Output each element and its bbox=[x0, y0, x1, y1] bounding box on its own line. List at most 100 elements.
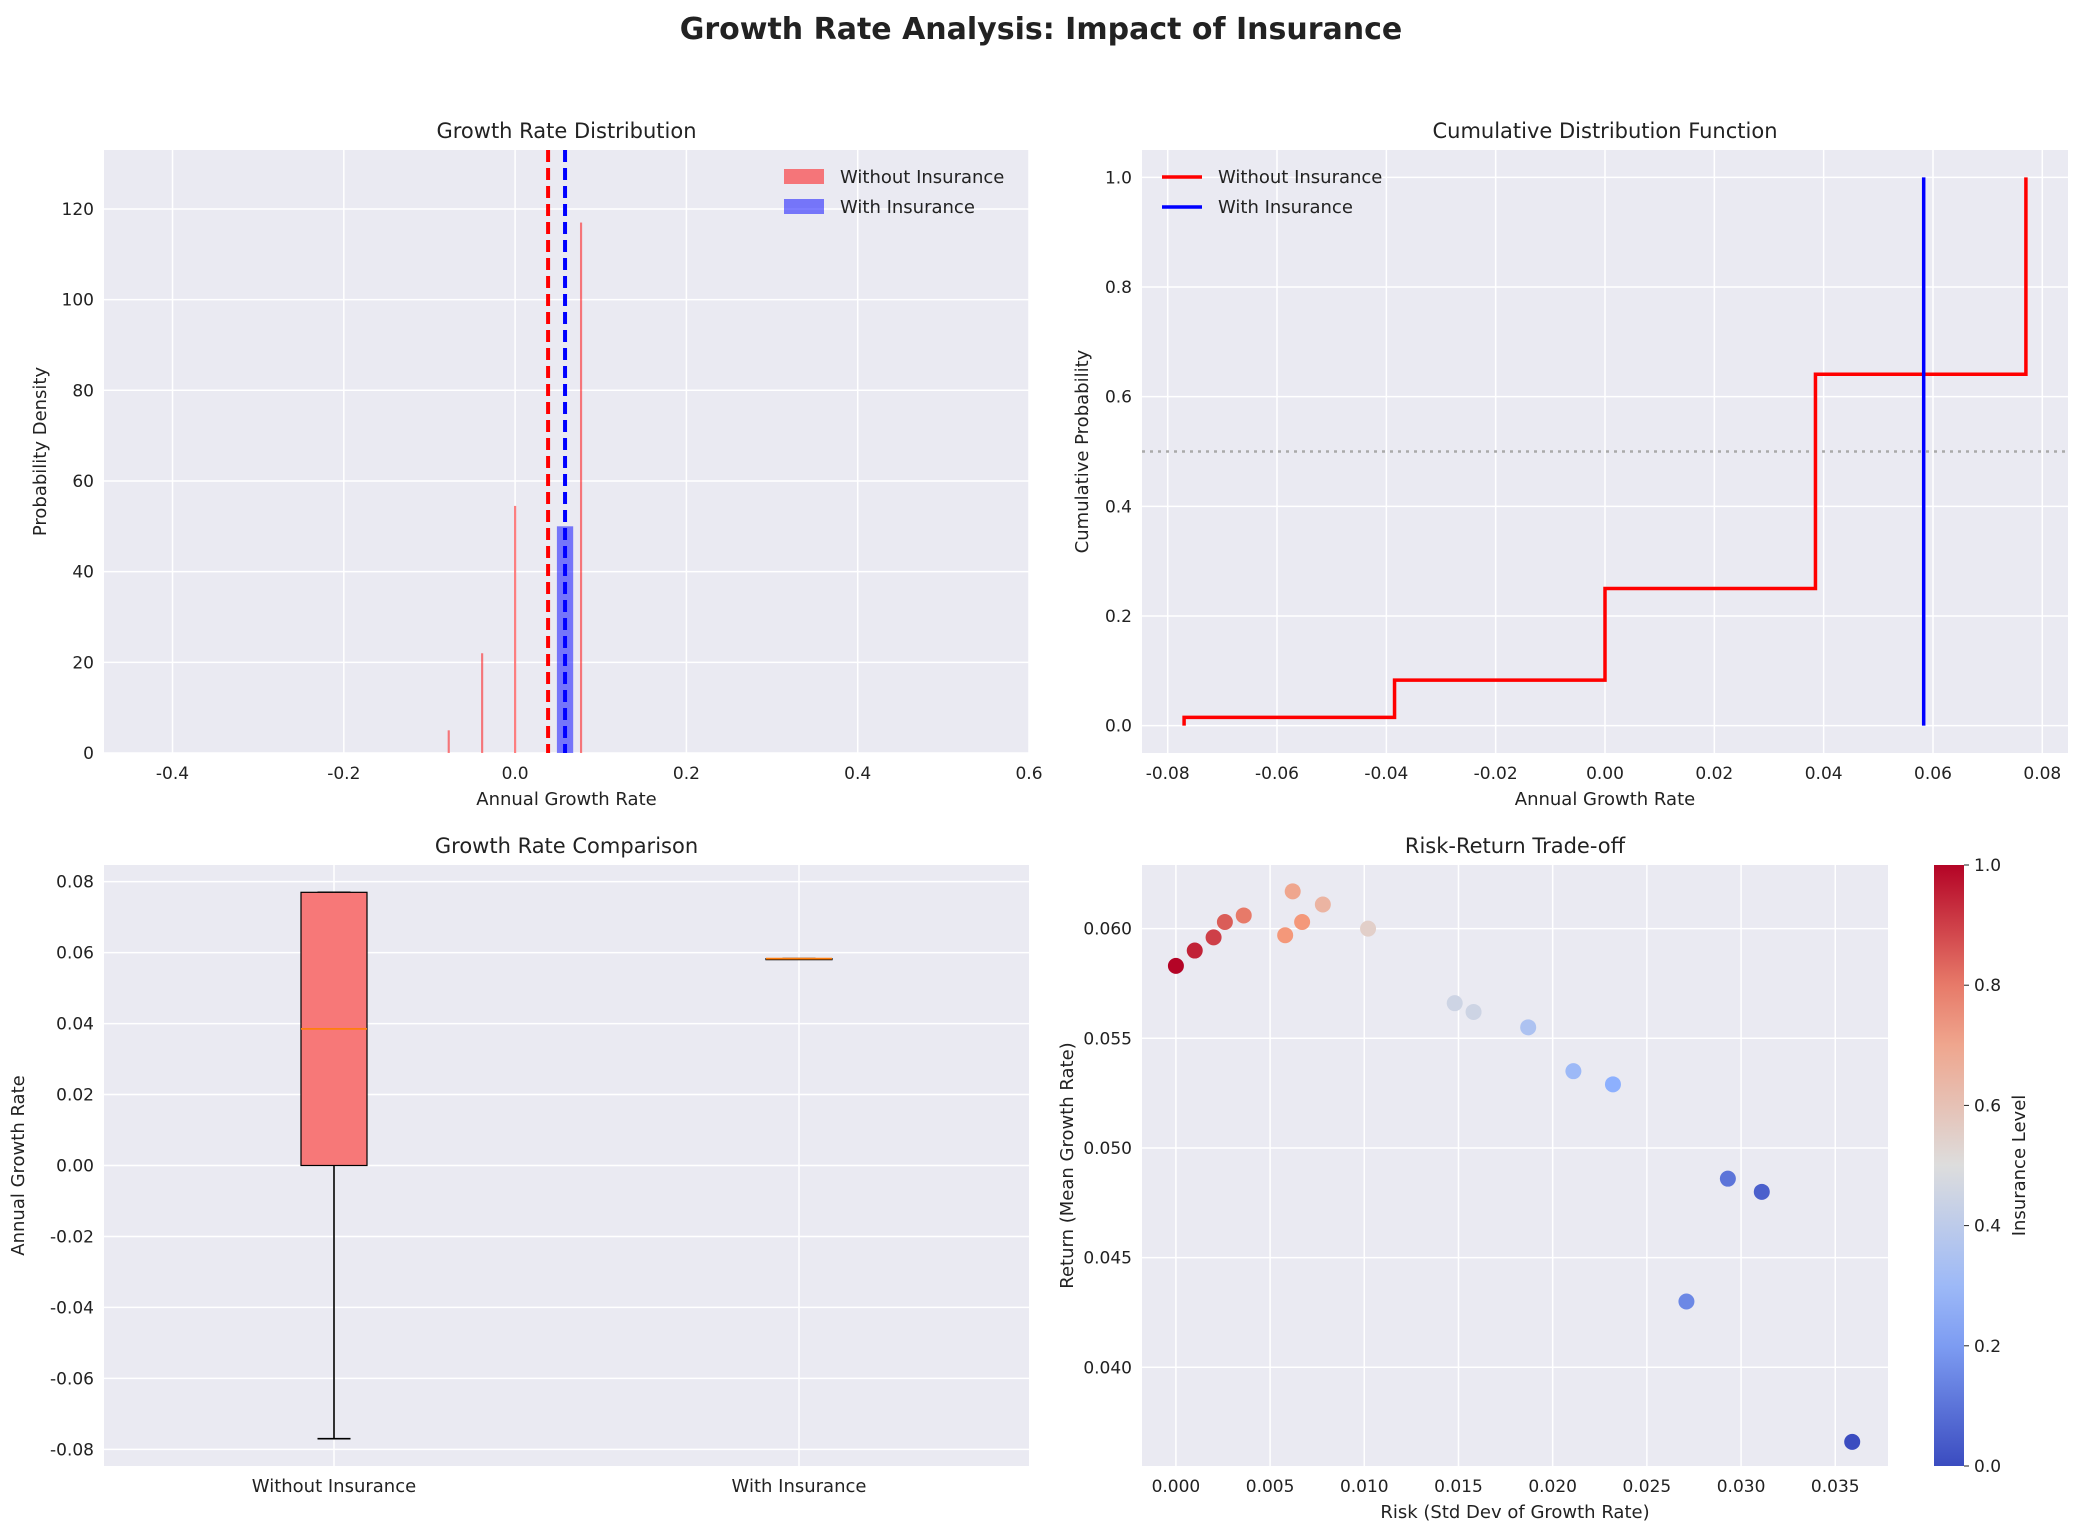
x-tick-label: -0.2 bbox=[327, 764, 360, 784]
x-tick-label: 0.025 bbox=[1623, 1477, 1672, 1497]
x-tick-label: -0.04 bbox=[1364, 764, 1408, 784]
scatter-point bbox=[1604, 1076, 1621, 1093]
scatter-point bbox=[1235, 907, 1252, 924]
y-tick-label: 0.4 bbox=[1105, 497, 1132, 517]
y-tick-label: 0.08 bbox=[56, 873, 94, 893]
legend-swatch bbox=[784, 199, 824, 214]
panel-title: Growth Rate Distribution bbox=[436, 119, 696, 143]
legend-entry: With Insurance bbox=[840, 197, 975, 218]
y-tick-label: 60 bbox=[72, 472, 94, 492]
scatter-point bbox=[1753, 1183, 1770, 1200]
x-tick-label: 0.02 bbox=[1695, 764, 1733, 784]
y-tick-label: 0.06 bbox=[56, 944, 94, 964]
panel-scatter: 0.000 0.005 0.010 0.015 0.020 0.025 0.030 0.035… bbox=[1057, 834, 1888, 1523]
y-tick-label: 0.00 bbox=[56, 1157, 94, 1177]
colorbar: 0.0 0.2 0.4 0.6 0.8 1.0 Insurance Level bbox=[1934, 856, 2030, 1477]
scatter-point bbox=[1167, 957, 1184, 974]
y-tick-label: 0 bbox=[83, 744, 94, 764]
histogram-bar bbox=[481, 653, 484, 753]
y-tick-label: 0.04 bbox=[56, 1015, 94, 1035]
y-tick-label: -0.08 bbox=[50, 1440, 94, 1460]
colorbar-gradient bbox=[1934, 865, 1964, 1466]
y-tick-label: 0.040 bbox=[1083, 1358, 1132, 1378]
x-tick-label: 0.015 bbox=[1434, 1477, 1483, 1497]
x-tick-label: 0.010 bbox=[1340, 1477, 1389, 1497]
x-tick-label: 0.4 bbox=[844, 764, 871, 784]
y-tick-label: -0.04 bbox=[50, 1298, 94, 1318]
y-tick-label: -0.02 bbox=[50, 1227, 94, 1247]
y-tick-label: 0.2 bbox=[1105, 607, 1132, 627]
x-category-label: With Insurance bbox=[732, 1476, 867, 1497]
legend-entry: With Insurance bbox=[1218, 197, 1353, 218]
cdf-line bbox=[1182, 177, 2028, 726]
legend-swatch bbox=[784, 169, 824, 184]
colorbar-tick-label: 1.0 bbox=[1974, 856, 2001, 876]
x-tick-label: 0.08 bbox=[2023, 764, 2061, 784]
y-tick-label: 0.060 bbox=[1083, 920, 1132, 940]
y-tick-label: 20 bbox=[72, 653, 94, 673]
histogram-bar bbox=[579, 222, 583, 753]
y-tick-label: 0.0 bbox=[1105, 717, 1132, 737]
x-tick-label: 0.04 bbox=[1805, 764, 1843, 784]
scatter-point bbox=[1294, 914, 1311, 931]
y-axis-label: Annual Growth Rate bbox=[8, 1075, 29, 1255]
y-axis-label: Probability Density bbox=[30, 367, 51, 537]
x-tick-label: 0.6 bbox=[1015, 764, 1042, 784]
x-tick-label: 0.00 bbox=[1586, 764, 1624, 784]
y-tick-label: 1.0 bbox=[1105, 168, 1132, 188]
scatter-point bbox=[1360, 920, 1377, 937]
y-tick-label: 0.055 bbox=[1083, 1029, 1132, 1049]
histogram-bar bbox=[447, 730, 450, 753]
panel-cdf: -0.08 -0.06 -0.04 -0.02 0.00 0.02 0.04 0.06 0.08… bbox=[1072, 119, 2068, 810]
panel-title: Risk-Return Trade-off bbox=[1405, 834, 1626, 858]
scatter-point bbox=[1565, 1063, 1582, 1080]
panel-histogram: -0.4 -0.2 0.0 0.2 0.4 0.6 0 20 40 60 80 100 120 Growt… bbox=[30, 119, 1043, 810]
histogram-bar bbox=[514, 505, 517, 753]
y-axis-label: Cumulative Probability bbox=[1072, 349, 1093, 553]
x-axis-label: Annual Growth Rate bbox=[1515, 789, 1695, 810]
colorbar-tick-label: 0.8 bbox=[1974, 976, 2001, 996]
x-tick-label: 0.020 bbox=[1528, 1477, 1577, 1497]
scatter-point bbox=[1844, 1433, 1861, 1450]
legend-entry: Without Insurance bbox=[840, 167, 1004, 188]
x-tick-label: 0.06 bbox=[1914, 764, 1952, 784]
colorbar-label: Insurance Level bbox=[2009, 1095, 2030, 1237]
panel-title: Cumulative Distribution Function bbox=[1432, 119, 1777, 143]
plot-area bbox=[1142, 865, 1888, 1466]
figure-title: Growth Rate Analysis: Impact of Insuranc… bbox=[680, 12, 1403, 47]
x-axis-label: Annual Growth Rate bbox=[476, 789, 656, 810]
y-tick-label: 80 bbox=[72, 381, 94, 401]
x-tick-label: -0.4 bbox=[156, 764, 189, 784]
x-tick-label: -0.02 bbox=[1474, 764, 1518, 784]
x-tick-label: 0.035 bbox=[1811, 1477, 1860, 1497]
x-category-label: Without Insurance bbox=[252, 1476, 416, 1497]
y-axis-label: Return (Mean Growth Rate) bbox=[1057, 1042, 1078, 1288]
panel-boxplot: -0.08 -0.06 -0.04 -0.02 0.00 0.02 0.04 0.06 0.08… bbox=[8, 834, 1029, 1497]
legend-entry: Without Insurance bbox=[1218, 167, 1382, 188]
colorbar-tick-label: 0.6 bbox=[1974, 1096, 2001, 1116]
colorbar-tick-label: 0.0 bbox=[1974, 1457, 2001, 1477]
x-tick-label: 0.000 bbox=[1152, 1477, 1201, 1497]
scatter-point bbox=[1205, 929, 1222, 946]
colorbar-tick-label: 0.4 bbox=[1974, 1217, 2001, 1237]
x-tick-label: 0.030 bbox=[1717, 1477, 1766, 1497]
x-tick-label: -0.08 bbox=[1146, 764, 1190, 784]
y-tick-label: 0.02 bbox=[56, 1086, 94, 1106]
scatter-point bbox=[1446, 995, 1463, 1012]
y-tick-label: 0.8 bbox=[1105, 278, 1132, 298]
scatter-point bbox=[1186, 942, 1203, 959]
scatter-point bbox=[1284, 883, 1301, 900]
scatter-point bbox=[1520, 1019, 1537, 1036]
y-tick-label: 100 bbox=[62, 291, 94, 311]
scatter-point bbox=[1314, 896, 1331, 913]
x-tick-label: 0.0 bbox=[502, 764, 529, 784]
y-tick-label: 0.6 bbox=[1105, 388, 1132, 408]
scatter-point bbox=[1719, 1170, 1736, 1187]
y-tick-label: 40 bbox=[72, 563, 94, 583]
y-tick-label: 120 bbox=[62, 200, 94, 220]
y-tick-label: 0.045 bbox=[1083, 1249, 1132, 1269]
panel-title: Growth Rate Comparison bbox=[435, 834, 698, 858]
scatter-point bbox=[1678, 1293, 1695, 1310]
scatter-point bbox=[1465, 1003, 1482, 1020]
